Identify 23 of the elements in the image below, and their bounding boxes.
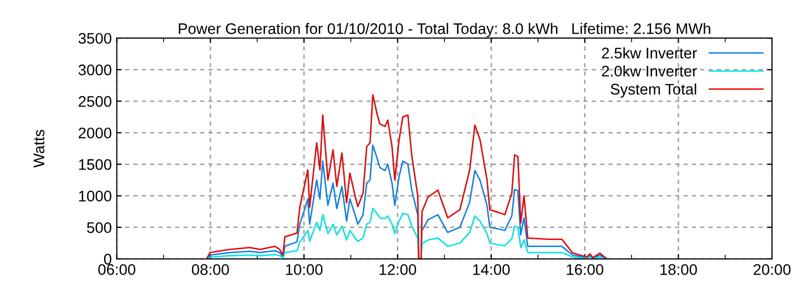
y-axis-title: Watts [34, 130, 44, 168]
x-tick-label: 06:00 [98, 264, 136, 275]
legend-label: System Total [610, 83, 696, 98]
legend-label: 2.0kw Inverter [602, 65, 697, 77]
x-tick-label: 20:00 [754, 264, 791, 275]
x-tick-label: 14:00 [473, 264, 510, 275]
x-tick-label: 10:00 [286, 264, 323, 275]
chart-title: Power Generation for 01/10/2010 - Total Today: 8.0 kWh Lifetime: 2.156 MWh [178, 22, 710, 38]
legend-label: 2.5kw Inverter [602, 47, 697, 58]
line-series [206, 94, 608, 259]
y-tick-label: 0 [104, 254, 112, 265]
y-tick-label: 500 [87, 222, 112, 234]
x-tick-label: 16:00 [566, 264, 604, 275]
x-tick-label: 18:00 [660, 264, 697, 275]
x-tick-label: 08:00 [192, 264, 229, 275]
y-tick-label: 1500 [79, 159, 112, 170]
y-tick-label: 2500 [78, 96, 112, 107]
y-tick-label: 3000 [78, 64, 112, 76]
y-tick-label: 1000 [79, 190, 112, 202]
y-tick-label: 2000 [78, 128, 112, 138]
x-tick-label: 12:00 [380, 264, 416, 275]
y-tick-label: 3500 [78, 32, 112, 44]
line-series [206, 208, 608, 259]
